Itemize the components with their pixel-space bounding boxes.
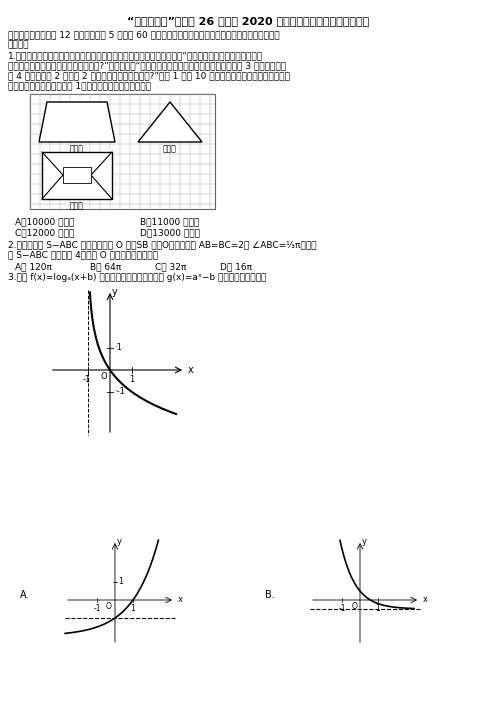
Text: A。 120π: A。 120π <box>15 262 52 271</box>
Text: 3.函数 f(x)=logₐ(x+b) 大致图象如图所示，则函数 g(x)=aˣ−b 图象可能是（　　）: 3.函数 f(x)=logₐ(x+b) 大致图象如图所示，则函数 g(x)=aˣ… <box>8 273 266 282</box>
Text: 1: 1 <box>130 604 135 613</box>
Text: -1: -1 <box>83 375 91 384</box>
Text: x: x <box>188 365 194 375</box>
Text: 锥 S−ABC 的体积为 4，则球 O 的表面积为（　　）: 锥 S−ABC 的体积为 4，则球 O 的表面积为（ ） <box>8 250 158 259</box>
Text: “超级全能生”全国卷 26 省联考 2020 届高考数学（理）试题（甲卷）: “超级全能生”全国卷 26 省联考 2020 届高考数学（理）试题（甲卷） <box>127 16 369 26</box>
Text: x: x <box>178 595 183 604</box>
Bar <box>63 167 91 183</box>
Text: 2.已知三棱锥 S−ABC 各顶点均在球 O 上，SB 为球O的直径，若 AB=BC=2， ∠ABC=⅓π，三棱: 2.已知三棱锥 S−ABC 各顶点均在球 O 上，SB 为球O的直径，若 AB=… <box>8 240 316 249</box>
Text: -1: -1 <box>338 604 346 613</box>
Text: A．10000 立方尺: A．10000 立方尺 <box>15 217 74 226</box>
Text: B．11000 立方尺: B．11000 立方尺 <box>140 217 199 226</box>
Text: 1: 1 <box>129 375 134 384</box>
Text: -1: -1 <box>93 604 101 613</box>
Text: ·-1: ·-1 <box>114 388 125 397</box>
Text: 上衰二丨，无广，高二丨，问：积几何?”其意思为：“今有底面为矩形的屋骊状的樿体，下底面宽 3 丨，麦四丨，: 上衰二丨，无广，高二丨，问：积几何?”其意思为：“今有底面为矩形的屋骊状的樿体，… <box>8 61 286 70</box>
Text: 中网格纸上小正方形边长为 1，则该棱体的体积为（　　）: 中网格纸上小正方形边长为 1，则该棱体的体积为（ ） <box>8 81 151 90</box>
Text: D．13000 立方尺: D．13000 立方尺 <box>140 228 200 237</box>
Text: y: y <box>117 537 122 546</box>
Text: B.: B. <box>265 590 275 600</box>
Bar <box>42 152 112 199</box>
Text: 1: 1 <box>375 604 380 613</box>
Polygon shape <box>39 102 115 142</box>
Text: 主视图: 主视图 <box>70 144 84 153</box>
Text: 一、选择题：本题共 12 小题，每小题 5 分，共 60 分。在每小题给出的四个选项中，只有一项是符合题目: 一、选择题：本题共 12 小题，每小题 5 分，共 60 分。在每小题给出的四个… <box>8 30 280 39</box>
Text: O: O <box>351 602 357 611</box>
Text: 要求的。: 要求的。 <box>8 40 29 49</box>
Text: 侧视图: 侧视图 <box>163 144 177 153</box>
Text: B。 64π: B。 64π <box>90 262 121 271</box>
Text: ·1: ·1 <box>114 343 122 352</box>
Text: A.: A. <box>20 590 29 600</box>
Text: y: y <box>112 287 118 297</box>
Text: 1: 1 <box>118 578 123 586</box>
Text: C。 32π: C。 32π <box>155 262 186 271</box>
Text: x: x <box>423 595 428 604</box>
Text: 长 4 丨，上棱长 2 丨，高 2 丨，问：它的体积是多少?”已矤 1 丨为 10 尺，该棱体的三视图如图所示，其: 长 4 丨，上棱长 2 丨，高 2 丨，问：它的体积是多少?”已矤 1 丨为 1… <box>8 71 290 80</box>
Text: 1.《九章算术》是我国古代内容极为丰富的数学名著，书中有如下问题：“令有付墓，下广三丨，麦四丨，: 1.《九章算术》是我国古代内容极为丰富的数学名著，书中有如下问题：“令有付墓，下… <box>8 51 263 60</box>
Bar <box>30 94 215 209</box>
Text: 俧视图: 俧视图 <box>70 201 84 210</box>
Text: O: O <box>106 602 112 611</box>
Text: D。 16π: D。 16π <box>220 262 252 271</box>
Text: y: y <box>362 537 367 546</box>
Polygon shape <box>138 102 202 142</box>
Text: C．12000 立方尺: C．12000 立方尺 <box>15 228 74 237</box>
Text: O: O <box>100 372 107 381</box>
